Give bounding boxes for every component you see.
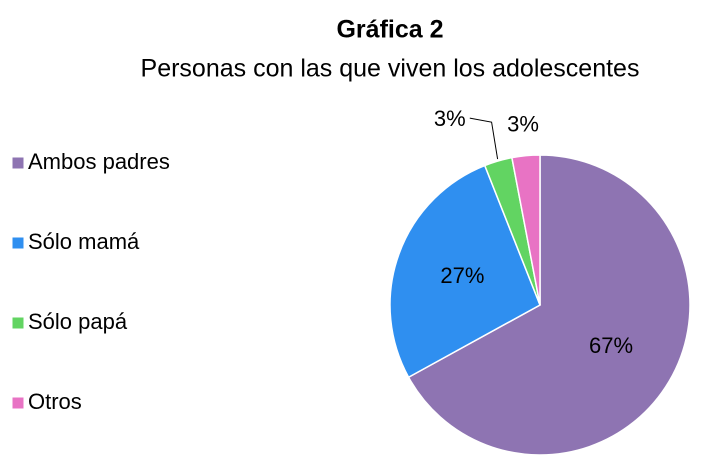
legend-label: Sólo papá xyxy=(28,309,128,334)
pie-slice xyxy=(407,154,691,455)
pie-slice xyxy=(511,154,541,306)
data-label: 27% xyxy=(440,263,484,288)
data-label: 3% xyxy=(507,112,539,137)
chart-title: Gráfica 2 xyxy=(336,16,443,44)
data-label: 67% xyxy=(589,333,633,358)
leader-line xyxy=(469,117,499,160)
legend-label: Otros xyxy=(28,389,82,414)
legend-label: Sólo mamá xyxy=(28,229,140,254)
legend-swatch xyxy=(11,316,25,330)
pie-slice xyxy=(389,164,541,379)
legend-swatch xyxy=(11,396,25,410)
legend-swatch xyxy=(11,156,25,170)
data-label: 3% xyxy=(434,106,466,131)
chart-subtitle: Personas con las que viven los adolescen… xyxy=(141,55,640,83)
legend-label: Ambos padres xyxy=(28,149,170,174)
legend-swatch xyxy=(11,236,25,250)
